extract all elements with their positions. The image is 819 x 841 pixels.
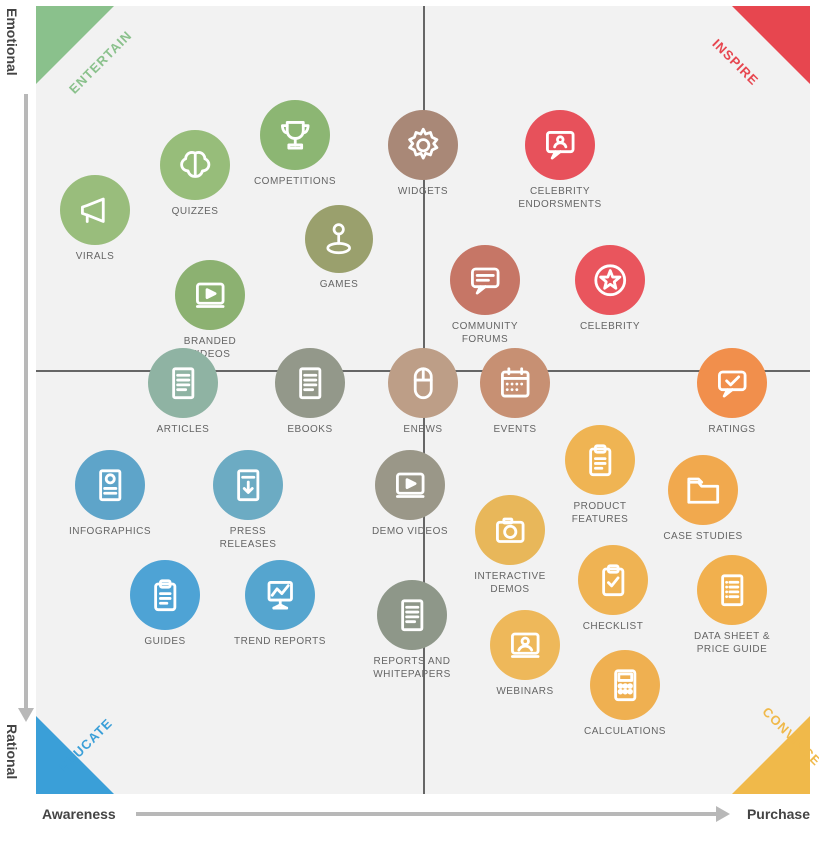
node-demo-videos: DEMO VIDEOS — [362, 450, 458, 539]
x-axis-arrow-line — [136, 812, 720, 816]
node-celebrity: CELEBRITY — [562, 245, 658, 334]
node-label: ARTICLES — [135, 424, 231, 437]
doc-list-icon — [697, 555, 767, 625]
node-infographics: INFOGRAPHICS — [62, 450, 158, 539]
node-label: VIRALS — [47, 251, 143, 264]
node-competitions: COMPETITIONS — [247, 100, 343, 189]
doc-lines-icon — [275, 348, 345, 418]
clipboard-lines-icon — [565, 425, 635, 495]
node-label: EVENTS — [467, 424, 563, 437]
calculator-icon — [590, 650, 660, 720]
node-label: INFOGRAPHICS — [62, 526, 158, 539]
camera-icon — [475, 495, 545, 565]
node-label: COMPETITIONS — [247, 176, 343, 189]
folder-icon — [668, 455, 738, 525]
megaphone-icon — [60, 175, 130, 245]
node-trend-reports: TREND REPORTS — [232, 560, 328, 649]
board-chart-icon — [245, 560, 315, 630]
clipboard-check-icon — [578, 545, 648, 615]
node-community-forums: COMMUNITY FORUMS — [437, 245, 533, 346]
y-axis-label-rational: Rational — [4, 724, 20, 779]
node-ratings: RATINGS — [684, 348, 780, 437]
calendar-icon — [480, 348, 550, 418]
node-label: CASE STUDIES — [655, 531, 751, 544]
node-label: RATINGS — [684, 424, 780, 437]
doc-lines-icon — [148, 348, 218, 418]
node-articles: ARTICLES — [135, 348, 231, 437]
screen-person-icon — [490, 610, 560, 680]
doc-down-icon — [213, 450, 283, 520]
play-frame-icon — [175, 260, 245, 330]
node-label: CALCULATIONS — [577, 726, 673, 739]
node-datasheet: DATA SHEET & PRICE GUIDE — [684, 555, 780, 656]
doc-lines-icon — [377, 580, 447, 650]
x-axis-arrow-head — [716, 806, 730, 822]
node-label: INTERACTIVE DEMOS — [462, 571, 558, 596]
node-label: COMMUNITY FORUMS — [437, 321, 533, 346]
node-label: DATA SHEET & PRICE GUIDE — [684, 631, 780, 656]
trophy-icon — [260, 100, 330, 170]
clipboard-lines-icon — [130, 560, 200, 630]
node-label: TREND REPORTS — [232, 636, 328, 649]
node-label: CELEBRITY — [562, 321, 658, 334]
node-label: ENEWS — [375, 424, 471, 437]
node-enews: ENEWS — [375, 348, 471, 437]
corner-br — [732, 716, 810, 794]
corner-tl — [36, 6, 114, 84]
y-axis-label-emotional: Emotional — [4, 8, 20, 76]
play-frame-icon — [375, 450, 445, 520]
node-label: CHECKLIST — [565, 621, 661, 634]
node-label: EBOOKS — [262, 424, 358, 437]
mouse-icon — [388, 348, 458, 418]
node-guides: GUIDES — [117, 560, 213, 649]
node-label: GAMES — [291, 279, 387, 292]
node-calculations: CALCULATIONS — [577, 650, 673, 739]
y-axis-arrow-head — [18, 708, 34, 722]
speech-icon — [450, 245, 520, 315]
y-axis-arrow-line — [24, 94, 28, 712]
node-interactive-demos: INTERACTIVE DEMOS — [462, 495, 558, 596]
node-checklist: CHECKLIST — [565, 545, 661, 634]
node-label: DEMO VIDEOS — [362, 526, 458, 539]
person-speech-icon — [525, 110, 595, 180]
node-press-releases: PRESS RELEASES — [200, 450, 296, 551]
node-label: WIDGETS — [375, 186, 471, 199]
node-label: QUIZZES — [147, 206, 243, 219]
node-virals: VIRALS — [47, 175, 143, 264]
node-reports-whitepapers: REPORTS AND WHITEPAPERS — [364, 580, 460, 681]
content-matrix: ENTERTAIN INSPIRE EDUCATE CONVINCE Emoti… — [0, 0, 819, 841]
star-icon — [575, 245, 645, 315]
x-axis-label-awareness: Awareness — [42, 806, 116, 822]
speech-check-icon — [697, 348, 767, 418]
joystick-icon — [305, 205, 373, 273]
node-label: PRODUCT FEATURES — [552, 501, 648, 526]
node-widgets: WIDGETS — [375, 110, 471, 199]
gear-icon — [388, 110, 458, 180]
node-label: PRESS RELEASES — [200, 526, 296, 551]
node-games: GAMES — [291, 205, 387, 292]
node-quizzes: QUIZZES — [147, 130, 243, 219]
node-webinars: WEBINARS — [477, 610, 573, 699]
node-product-features: PRODUCT FEATURES — [552, 425, 648, 526]
node-branded-videos: BRANDED VIDEOS — [162, 260, 258, 361]
brain-icon — [160, 130, 230, 200]
node-label: REPORTS AND WHITEPAPERS — [364, 656, 460, 681]
node-label: CELEBRITY ENDORSMENTS — [512, 186, 608, 211]
node-case-studies: CASE STUDIES — [655, 455, 751, 544]
x-axis-label-purchase: Purchase — [747, 806, 810, 822]
node-label: WEBINARS — [477, 686, 573, 699]
node-events: EVENTS — [467, 348, 563, 437]
node-celebrity-endorsements: CELEBRITY ENDORSMENTS — [512, 110, 608, 211]
info-doc-icon — [75, 450, 145, 520]
node-ebooks: EBOOKS — [262, 348, 358, 437]
node-label: GUIDES — [117, 636, 213, 649]
